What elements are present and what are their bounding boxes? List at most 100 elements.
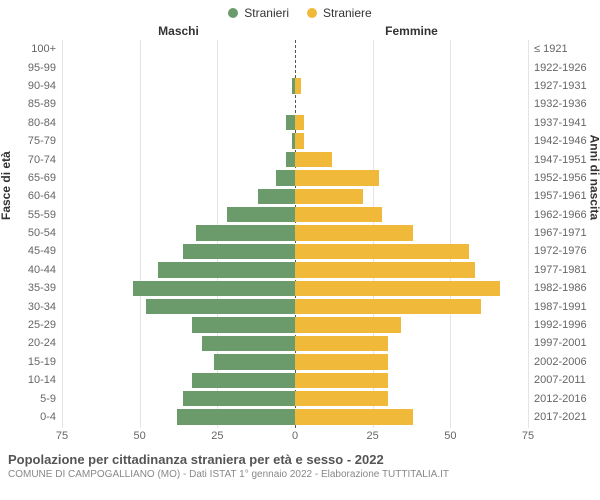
chart-title: Popolazione per cittadinanza straniera p… (8, 452, 592, 467)
pyramid-row: 35-391982-1986 (0, 279, 600, 297)
bar-female (295, 152, 332, 167)
pyramid-row: 85-89 1932-1936 (0, 95, 600, 113)
legend-swatch-female (307, 8, 317, 18)
age-label: 5-9 (0, 393, 62, 405)
years-label: 2012-2016 (528, 393, 600, 405)
age-label: 10-14 (0, 374, 62, 386)
bar-male (196, 225, 295, 240)
years-label: 1957-1961 (528, 190, 600, 202)
bar-male (192, 317, 295, 332)
pyramid-row: 95-99 1922-1926 (0, 58, 600, 76)
years-label: 1922-1926 (528, 62, 600, 74)
bar-female (295, 373, 388, 388)
bar-male (183, 391, 295, 406)
x-axis: 7550250255075 (0, 430, 600, 446)
bar-male (177, 409, 295, 424)
years-label: 2017-2021 (528, 411, 600, 423)
age-label: 90-94 (0, 80, 62, 92)
x-tick: 25 (367, 430, 379, 442)
bar-female (295, 299, 481, 314)
pyramid-row: 90-94 1927-1931 (0, 77, 600, 95)
years-label: 2002-2006 (528, 356, 600, 368)
pyramid-row: 5-9 2012-2016 (0, 389, 600, 407)
age-label: 65-69 (0, 172, 62, 184)
pyramid-row: 80-84 1937-1941 (0, 114, 600, 132)
legend-label-male: Stranieri (244, 6, 289, 20)
bar-female (295, 133, 304, 148)
bar-female (295, 317, 401, 332)
legend: Stranieri Straniere (0, 0, 600, 20)
years-label: 1942-1946 (528, 135, 600, 147)
pyramid-row: 40-441977-1981 (0, 261, 600, 279)
pyramid-row: 75-79 1942-1946 (0, 132, 600, 150)
age-label: 100+ (0, 43, 62, 55)
x-tick: 25 (211, 430, 223, 442)
years-label: 1947-1951 (528, 154, 600, 166)
bar-male (146, 299, 295, 314)
age-label: 70-74 (0, 154, 62, 166)
age-label: 30-34 (0, 301, 62, 313)
x-tick: 0 (292, 430, 298, 442)
years-label: ≤ 1921 (528, 43, 600, 55)
years-label: 1997-2001 (528, 337, 600, 349)
pyramid-row: 25-291992-1996 (0, 316, 600, 334)
age-label: 45-49 (0, 245, 62, 257)
bar-female (295, 281, 500, 296)
bar-male (286, 152, 295, 167)
bar-female (295, 115, 304, 130)
age-label: 40-44 (0, 264, 62, 276)
bar-female (295, 207, 382, 222)
pyramid-row: 60-641957-1961 (0, 187, 600, 205)
legend-item-female: Straniere (307, 6, 372, 20)
x-tick: 50 (444, 430, 456, 442)
years-label: 1927-1931 (528, 80, 600, 92)
pyramid-row: 50-541967-1971 (0, 224, 600, 242)
bar-female (295, 262, 475, 277)
pyramid-row: 0-42017-2021 (0, 408, 600, 426)
bar-female (295, 78, 301, 93)
years-label: 1952-1956 (528, 172, 600, 184)
bar-male (158, 262, 295, 277)
bar-female (295, 170, 379, 185)
legend-label-female: Straniere (323, 6, 372, 20)
pyramid-row: 20-241997-2001 (0, 334, 600, 352)
bar-male (214, 354, 295, 369)
bar-male (192, 373, 295, 388)
age-label: 80-84 (0, 117, 62, 129)
years-label: 1962-1966 (528, 209, 600, 221)
x-tick: 50 (134, 430, 146, 442)
age-label: 85-89 (0, 98, 62, 110)
footer: Popolazione per cittadinanza straniera p… (0, 446, 600, 480)
bar-male (227, 207, 295, 222)
column-headers: Maschi Femmine (0, 24, 600, 38)
pyramid-row: 15-19 2002-2006 (0, 353, 600, 371)
bar-female (295, 354, 388, 369)
years-label: 1992-1996 (528, 319, 600, 331)
pyramid-chart: Stranieri Straniere Maschi Femmine Fasce… (0, 0, 600, 500)
bar-male (133, 281, 295, 296)
legend-item-male: Stranieri (228, 6, 289, 20)
pyramid-row: 70-74 1947-1951 (0, 150, 600, 168)
years-label: 1982-1986 (528, 282, 600, 294)
pyramid-row: 100+ ≤ 1921 (0, 40, 600, 58)
legend-swatch-male (228, 8, 238, 18)
bar-male (276, 170, 295, 185)
age-label: 15-19 (0, 356, 62, 368)
age-label: 55-59 (0, 209, 62, 221)
years-label: 1972-1976 (528, 245, 600, 257)
plot-area: 100+ ≤ 1921 95-99 1922-1926 90-94 1927-1931 85… (0, 40, 600, 428)
bar-female (295, 391, 388, 406)
bar-female (295, 336, 388, 351)
years-label: 1937-1941 (528, 117, 600, 129)
pyramid-row: 65-69 1952-1956 (0, 169, 600, 187)
age-label: 95-99 (0, 62, 62, 74)
x-tick: 75 (56, 430, 68, 442)
years-label: 1932-1936 (528, 98, 600, 110)
pyramid-row: 55-59 1962-1966 (0, 206, 600, 224)
bar-female (295, 244, 469, 259)
years-label: 1987-1991 (528, 301, 600, 313)
bar-female (295, 225, 413, 240)
years-label: 2007-2011 (528, 374, 600, 386)
age-label: 75-79 (0, 135, 62, 147)
chart-subtitle: COMUNE DI CAMPOGALLIANO (MO) - Dati ISTA… (8, 469, 592, 480)
